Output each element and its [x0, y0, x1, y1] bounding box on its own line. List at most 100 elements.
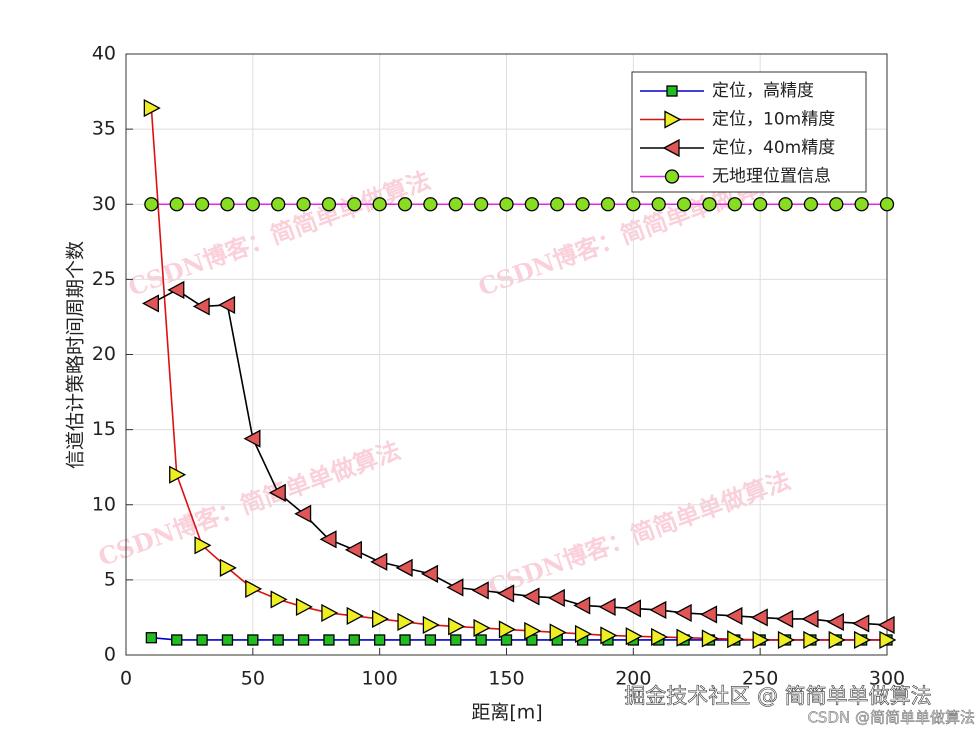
marker — [448, 197, 463, 212]
y-tick-label: 10 — [92, 493, 116, 515]
marker — [271, 197, 286, 212]
marker — [664, 110, 682, 129]
marker — [374, 634, 386, 646]
x-tick-label: 150 — [488, 668, 524, 690]
y-tick-label: 35 — [92, 118, 116, 140]
marker — [243, 429, 261, 448]
marker — [777, 630, 795, 650]
legend-label: 定位，10m精度 — [712, 110, 835, 130]
marker — [448, 617, 466, 636]
marker — [221, 634, 234, 646]
marker — [854, 197, 869, 212]
marker — [473, 197, 489, 212]
marker — [143, 99, 161, 118]
marker — [169, 465, 187, 484]
marker — [801, 609, 819, 629]
marker — [141, 294, 160, 313]
marker — [272, 634, 284, 646]
marker — [575, 197, 590, 212]
marker — [727, 630, 745, 649]
marker — [753, 197, 768, 212]
x-axis-label: 距离[m] — [471, 702, 542, 724]
marker — [877, 615, 895, 635]
marker — [574, 624, 592, 644]
marker — [666, 85, 678, 97]
marker — [344, 540, 362, 559]
x-tick-label: 300 — [869, 668, 905, 690]
marker — [500, 634, 513, 646]
marker — [700, 605, 718, 624]
marker — [171, 634, 183, 646]
marker — [194, 197, 210, 212]
marker — [421, 564, 439, 583]
marker — [475, 634, 487, 646]
marker — [778, 197, 793, 212]
marker — [321, 603, 339, 623]
marker — [651, 627, 669, 647]
y-axis-label: 信道估计策略时间周期个数 — [65, 241, 87, 469]
marker — [549, 623, 567, 642]
marker — [725, 606, 743, 626]
marker — [397, 197, 413, 212]
x-tick-label: 50 — [241, 668, 265, 690]
marker — [662, 138, 680, 158]
marker — [372, 197, 387, 212]
marker — [323, 634, 335, 646]
marker — [550, 197, 565, 212]
marker — [573, 596, 591, 615]
marker — [270, 590, 288, 609]
marker — [446, 578, 464, 597]
watermark: CSDN博客：简简单单做算法 — [484, 465, 794, 601]
y-tick-label: 5 — [104, 568, 116, 590]
marker — [750, 608, 768, 627]
site-watermark: 掘金技术社区 @ 简简单单做算法 — [624, 684, 931, 708]
marker — [879, 197, 895, 212]
marker — [348, 634, 360, 646]
marker — [499, 197, 514, 212]
y-tick-label: 20 — [92, 343, 116, 365]
marker — [295, 597, 313, 617]
plot-frame — [125, 53, 888, 656]
marker — [169, 197, 184, 212]
marker — [497, 584, 515, 603]
marker — [196, 634, 208, 646]
marker — [674, 603, 692, 623]
legend-label: 定位，高精度 — [712, 81, 814, 101]
marker — [524, 197, 540, 212]
x-tick-label: 0 — [120, 668, 132, 690]
marker — [268, 483, 286, 502]
legend-label: 无地理位置信息 — [712, 167, 831, 187]
marker — [752, 630, 770, 650]
marker — [776, 609, 794, 629]
marker — [701, 629, 719, 648]
marker — [524, 621, 542, 641]
marker — [598, 597, 616, 617]
marker — [471, 581, 489, 600]
marker — [676, 197, 692, 212]
marker — [372, 609, 390, 629]
marker — [144, 197, 159, 212]
legend-label: 定位，40m精度 — [712, 138, 835, 158]
marker — [167, 280, 185, 299]
y-tick-label: 0 — [104, 644, 116, 666]
marker — [829, 197, 844, 212]
marker — [547, 588, 565, 607]
marker — [600, 197, 616, 212]
marker — [395, 558, 413, 577]
marker — [220, 197, 235, 212]
marker — [245, 579, 263, 598]
marker — [194, 536, 212, 555]
marker — [600, 626, 618, 645]
marker — [145, 632, 158, 644]
marker — [450, 634, 462, 646]
marker — [346, 606, 364, 626]
marker — [192, 297, 210, 316]
marker — [422, 615, 440, 635]
marker — [623, 599, 641, 618]
marker — [828, 630, 846, 650]
marker — [625, 627, 643, 646]
y-tick-label: 30 — [92, 193, 116, 215]
marker — [803, 197, 819, 212]
